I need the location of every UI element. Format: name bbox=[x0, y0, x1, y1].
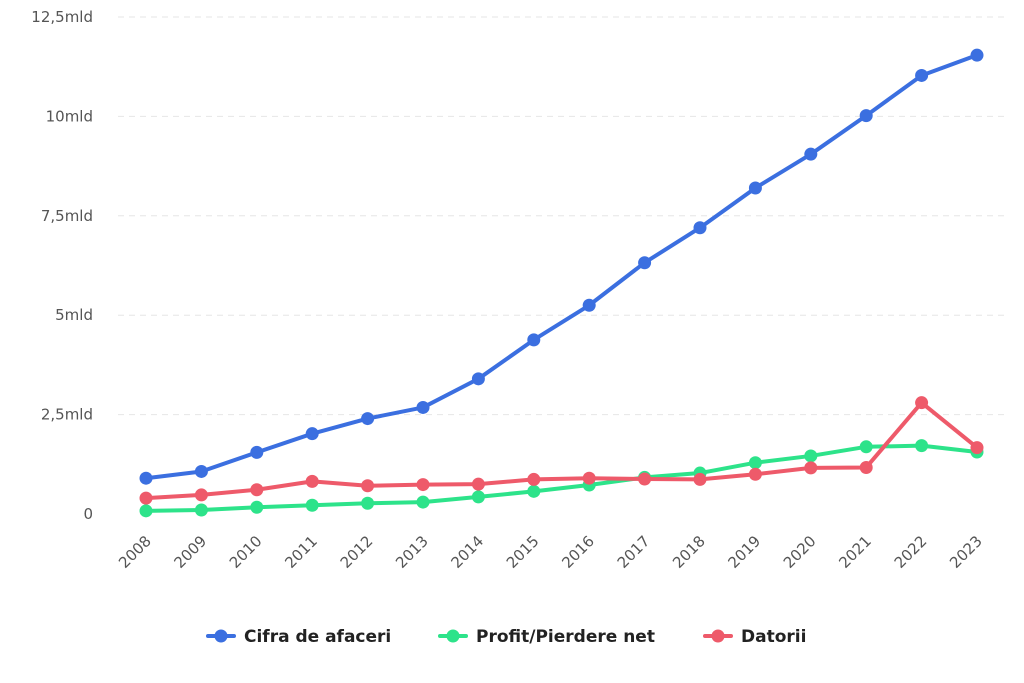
data-point[interactable] bbox=[859, 109, 873, 123]
data-point[interactable] bbox=[638, 472, 652, 486]
legend-label: Cifra de afaceri bbox=[244, 627, 391, 647]
data-point[interactable] bbox=[970, 48, 984, 62]
data-point[interactable] bbox=[361, 496, 375, 510]
data-point[interactable] bbox=[582, 298, 596, 312]
x-tick-label: 2013 bbox=[392, 532, 432, 572]
data-point[interactable] bbox=[859, 460, 873, 474]
x-tick-label: 2015 bbox=[503, 532, 543, 572]
data-point[interactable] bbox=[915, 396, 929, 410]
data-point[interactable] bbox=[250, 445, 264, 459]
data-point[interactable] bbox=[305, 427, 319, 441]
x-tick-label: 2012 bbox=[337, 532, 377, 572]
series-line bbox=[144, 53, 979, 481]
data-point[interactable] bbox=[915, 439, 929, 453]
data-point[interactable] bbox=[471, 490, 485, 504]
data-point[interactable] bbox=[416, 495, 430, 509]
data-point[interactable] bbox=[859, 440, 873, 454]
x-tick-label: 2020 bbox=[780, 532, 820, 572]
data-point[interactable] bbox=[527, 333, 541, 347]
x-tick-label: 2010 bbox=[226, 532, 266, 572]
data-point[interactable] bbox=[970, 441, 984, 455]
x-tick-label: 2022 bbox=[891, 532, 931, 572]
legend-item-profit-pierdere-net[interactable]: Profit/Pierdere net bbox=[438, 627, 655, 647]
y-axis: 0 2,5mld 5mld 7,5mld 10mld 12,5mld bbox=[31, 8, 93, 523]
series-cifra-de-afaceri bbox=[139, 48, 984, 485]
y-tick-label: 5mld bbox=[55, 306, 93, 324]
legend-dot-marker bbox=[214, 629, 228, 643]
legend-dot-marker bbox=[446, 629, 460, 643]
x-tick-label: 2008 bbox=[115, 532, 155, 572]
data-point[interactable] bbox=[638, 256, 652, 270]
x-tick-label: 2018 bbox=[669, 532, 709, 572]
y-tick-label: 10mld bbox=[46, 107, 93, 125]
data-point[interactable] bbox=[471, 477, 485, 491]
data-point[interactable] bbox=[693, 221, 707, 235]
data-point[interactable] bbox=[139, 504, 153, 518]
data-point[interactable] bbox=[250, 500, 264, 514]
x-tick-label: 2009 bbox=[170, 532, 210, 572]
x-tick-label: 2017 bbox=[614, 532, 654, 572]
data-point[interactable] bbox=[139, 491, 153, 505]
data-point[interactable] bbox=[194, 488, 208, 502]
data-point[interactable] bbox=[305, 474, 319, 488]
x-tick-label: 2011 bbox=[281, 532, 321, 572]
x-tick-label: 2023 bbox=[946, 532, 986, 572]
grid-lines bbox=[118, 16, 1005, 416]
data-point[interactable] bbox=[416, 478, 430, 492]
data-point[interactable] bbox=[693, 472, 707, 486]
data-point[interactable] bbox=[804, 461, 818, 475]
data-point[interactable] bbox=[361, 412, 375, 426]
data-point[interactable] bbox=[527, 472, 541, 486]
y-tick-label: 2,5mld bbox=[41, 406, 93, 424]
data-point[interactable] bbox=[748, 181, 762, 195]
data-point[interactable] bbox=[194, 464, 208, 478]
data-point[interactable] bbox=[305, 498, 319, 512]
x-tick-label: 2014 bbox=[447, 532, 487, 572]
x-axis: 2008 2009 2010 2011 2012 2013 2014 2015 2016 2017… bbox=[115, 532, 986, 572]
legend-item-datorii[interactable]: Datorii bbox=[703, 627, 806, 647]
data-point[interactable] bbox=[139, 471, 153, 485]
data-point[interactable] bbox=[194, 503, 208, 517]
data-point[interactable] bbox=[804, 147, 818, 161]
data-point[interactable] bbox=[748, 467, 762, 481]
legend-label: Datorii bbox=[741, 627, 806, 647]
data-point[interactable] bbox=[582, 471, 596, 485]
legend[interactable]: Cifra de afaceri Profit/Pierdere net Dator… bbox=[206, 627, 806, 647]
legend-label: Profit/Pierdere net bbox=[476, 627, 655, 647]
data-point[interactable] bbox=[915, 68, 929, 82]
legend-item-cifra-de-afaceri[interactable]: Cifra de afaceri bbox=[206, 627, 391, 647]
data-point[interactable] bbox=[527, 484, 541, 498]
x-tick-label: 2016 bbox=[558, 532, 598, 572]
series-group bbox=[139, 48, 984, 518]
series-datorii bbox=[139, 396, 984, 505]
data-point[interactable] bbox=[471, 372, 485, 386]
data-point[interactable] bbox=[748, 456, 762, 470]
data-point[interactable] bbox=[416, 400, 430, 414]
y-tick-label: 7,5mld bbox=[41, 207, 93, 225]
series-line bbox=[144, 443, 979, 513]
data-point[interactable] bbox=[250, 483, 264, 497]
x-tick-label: 2021 bbox=[835, 532, 875, 572]
x-tick-label: 2019 bbox=[724, 532, 764, 572]
data-point[interactable] bbox=[804, 449, 818, 463]
legend-dot-marker bbox=[711, 629, 725, 643]
data-point[interactable] bbox=[361, 479, 375, 493]
y-tick-label: 0 bbox=[83, 505, 93, 523]
y-tick-label: 12,5mld bbox=[31, 8, 93, 26]
series-line bbox=[144, 400, 979, 501]
